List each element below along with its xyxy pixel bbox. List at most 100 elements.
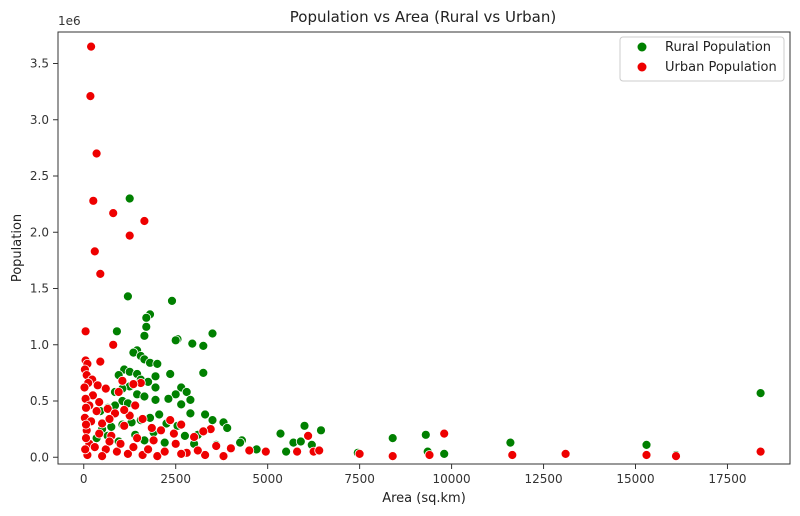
rural-point bbox=[198, 340, 209, 351]
urban-point bbox=[165, 415, 176, 426]
urban-point bbox=[119, 405, 130, 415]
urban-point bbox=[198, 426, 209, 437]
rural-point bbox=[198, 367, 209, 378]
urban-point bbox=[104, 436, 115, 447]
urban-point bbox=[100, 383, 111, 394]
rural-point bbox=[439, 448, 450, 459]
rural-point bbox=[154, 409, 165, 420]
plot-area bbox=[57, 31, 791, 465]
rural-point bbox=[141, 312, 152, 323]
urban-point bbox=[102, 403, 113, 414]
rural-point bbox=[179, 430, 190, 441]
y-tick-label: 2.5 bbox=[30, 169, 49, 183]
urban-point bbox=[95, 268, 106, 279]
y-axis-label: Population bbox=[10, 214, 25, 282]
rural-point bbox=[167, 295, 177, 306]
rural-point bbox=[170, 335, 181, 346]
urban-point bbox=[314, 445, 325, 456]
rural-point bbox=[295, 436, 306, 447]
rural-point bbox=[123, 291, 133, 302]
urban-point bbox=[97, 451, 107, 462]
urban-point bbox=[113, 387, 124, 397]
urban-point bbox=[81, 419, 91, 430]
urban-point bbox=[200, 450, 211, 460]
urban-point bbox=[92, 380, 103, 391]
urban-point bbox=[94, 428, 105, 439]
urban-point bbox=[159, 446, 170, 457]
urban-point bbox=[148, 435, 159, 446]
rural-point bbox=[207, 415, 218, 426]
urban-point bbox=[80, 326, 91, 337]
x-tick-label: 10000 bbox=[432, 472, 470, 486]
x-tick-label: 0 bbox=[80, 472, 88, 486]
rural-point bbox=[150, 382, 161, 393]
rural-point bbox=[181, 387, 192, 397]
legend-marker-rural bbox=[637, 42, 647, 52]
urban-point bbox=[80, 444, 91, 455]
urban-point bbox=[85, 91, 96, 101]
rural-point bbox=[316, 425, 326, 436]
y-tick-label: 2.0 bbox=[30, 225, 49, 239]
rural-point bbox=[299, 420, 310, 431]
rural-point bbox=[124, 193, 135, 204]
urban-point bbox=[424, 450, 435, 460]
rural-point bbox=[170, 389, 181, 400]
urban-point bbox=[97, 418, 107, 429]
urban-point bbox=[168, 428, 179, 439]
points-layer bbox=[79, 41, 766, 462]
urban-point bbox=[128, 442, 139, 453]
urban-point bbox=[81, 402, 91, 413]
x-tick-label: 7500 bbox=[344, 472, 375, 486]
urban-point bbox=[560, 448, 571, 459]
urban-point bbox=[117, 375, 128, 386]
urban-point bbox=[671, 451, 681, 462]
rural-point bbox=[755, 388, 766, 399]
rural-point bbox=[505, 437, 516, 448]
legend-marker-urban bbox=[637, 62, 647, 72]
urban-point bbox=[152, 451, 163, 462]
urban-point bbox=[88, 195, 99, 206]
urban-point bbox=[81, 433, 91, 444]
rural-point bbox=[275, 428, 286, 439]
urban-point bbox=[143, 444, 154, 455]
urban-point bbox=[292, 446, 303, 457]
y-tick-label: 1.0 bbox=[30, 338, 49, 352]
rural-point bbox=[207, 328, 218, 339]
rural-point bbox=[139, 330, 150, 341]
urban-point bbox=[137, 414, 148, 424]
x-axis: 0 2500 5000 7500 10000 12500 15000 17500 bbox=[80, 464, 747, 486]
urban-point bbox=[755, 446, 766, 457]
rural-point bbox=[141, 321, 152, 332]
y-tick-label: 0.0 bbox=[30, 450, 49, 464]
rural-point bbox=[200, 409, 211, 420]
urban-point bbox=[354, 448, 365, 459]
rural-point bbox=[187, 338, 198, 349]
rural-point bbox=[387, 433, 398, 444]
rural-point bbox=[165, 369, 176, 379]
rural-point bbox=[185, 394, 196, 405]
rural-point bbox=[106, 421, 117, 432]
urban-point bbox=[123, 448, 133, 459]
x-tick-label: 17500 bbox=[708, 472, 746, 486]
urban-point bbox=[176, 448, 187, 459]
rural-point bbox=[222, 423, 233, 433]
urban-point bbox=[108, 208, 119, 219]
urban-point bbox=[225, 443, 236, 454]
rural-point bbox=[150, 394, 161, 405]
legend: Rural Population Urban Population bbox=[619, 36, 785, 82]
y-tick-label: 0.5 bbox=[30, 394, 49, 408]
x-tick-label: 12500 bbox=[524, 472, 562, 486]
urban-point bbox=[130, 400, 141, 411]
urban-point bbox=[94, 397, 105, 408]
y-tick-label: 1.5 bbox=[30, 282, 49, 296]
urban-point bbox=[218, 451, 229, 462]
legend-label-urban: Urban Population bbox=[665, 60, 777, 75]
urban-point bbox=[119, 420, 130, 431]
legend-box bbox=[619, 36, 785, 82]
urban-point bbox=[124, 230, 135, 241]
x-axis-label: Area (sq.km) bbox=[382, 491, 466, 506]
urban-point bbox=[104, 414, 115, 424]
urban-point bbox=[95, 356, 106, 367]
urban-point bbox=[192, 445, 203, 456]
